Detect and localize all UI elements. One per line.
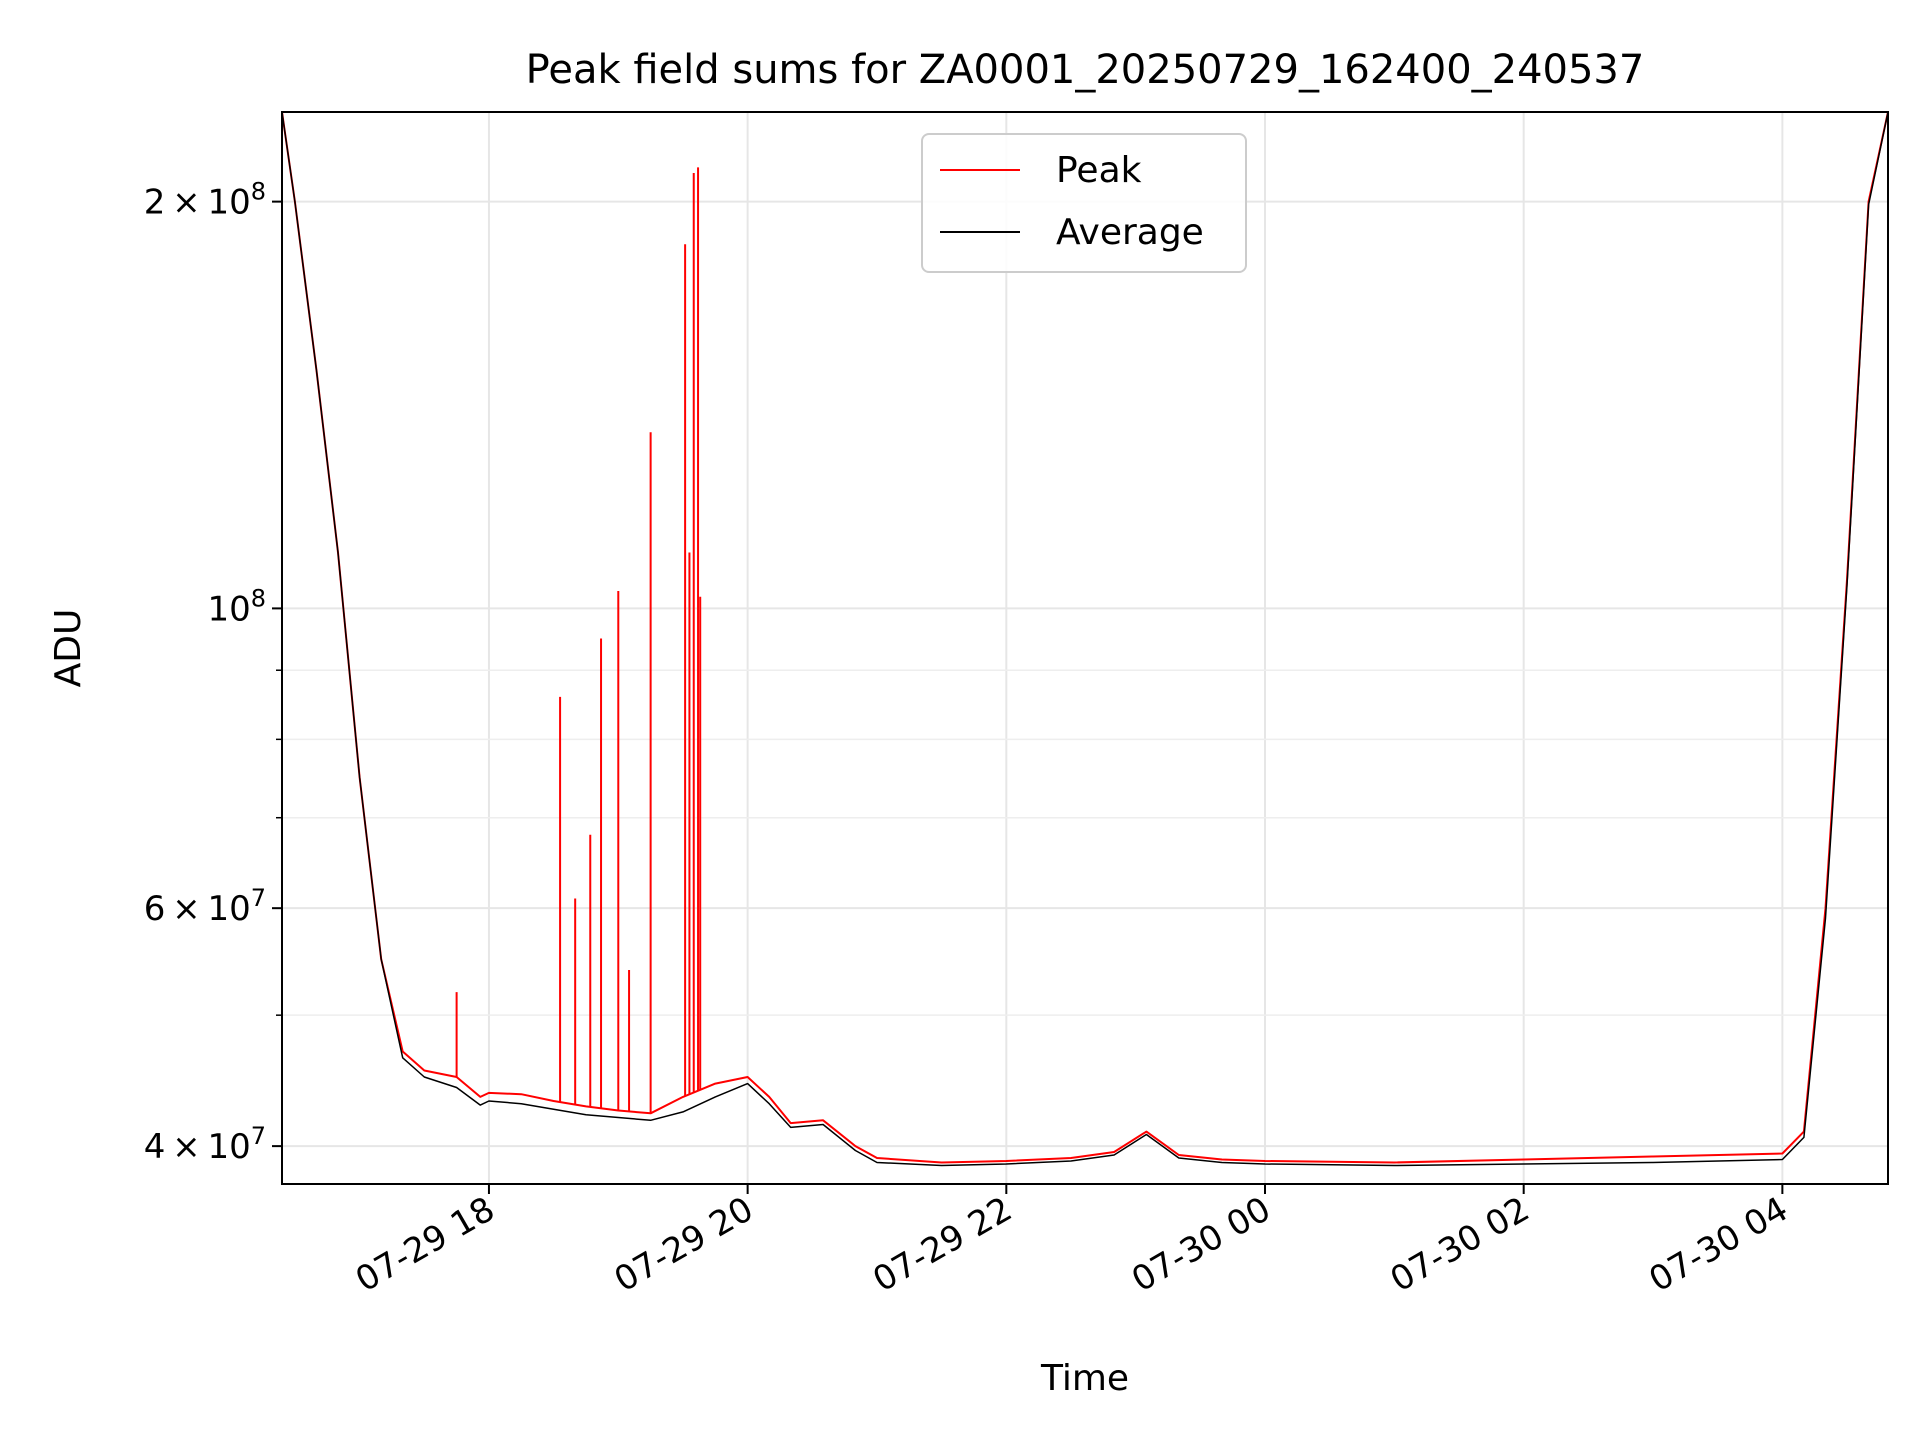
legend: Peak Average	[921, 133, 1247, 273]
peak-line	[281, 111, 1889, 1164]
y-tick-label: 2 × 108	[144, 178, 266, 223]
x-axis-label: Time	[1040, 1358, 1129, 1399]
legend-peak-label: Peak	[1056, 150, 1142, 191]
legend-average-label: Average	[1056, 212, 1204, 253]
y-axis-label: ADU	[48, 609, 89, 688]
y-tick-label: 4 × 107	[144, 1122, 266, 1167]
plot-series	[281, 111, 1889, 1167]
plot-frame	[281, 111, 1889, 1185]
y-tick-label: 6 × 107	[144, 884, 266, 929]
legend-box	[921, 133, 1247, 273]
average-line	[281, 111, 1889, 1167]
chart-title: Peak field sums for ZA0001_20250729_1624…	[526, 47, 1645, 93]
